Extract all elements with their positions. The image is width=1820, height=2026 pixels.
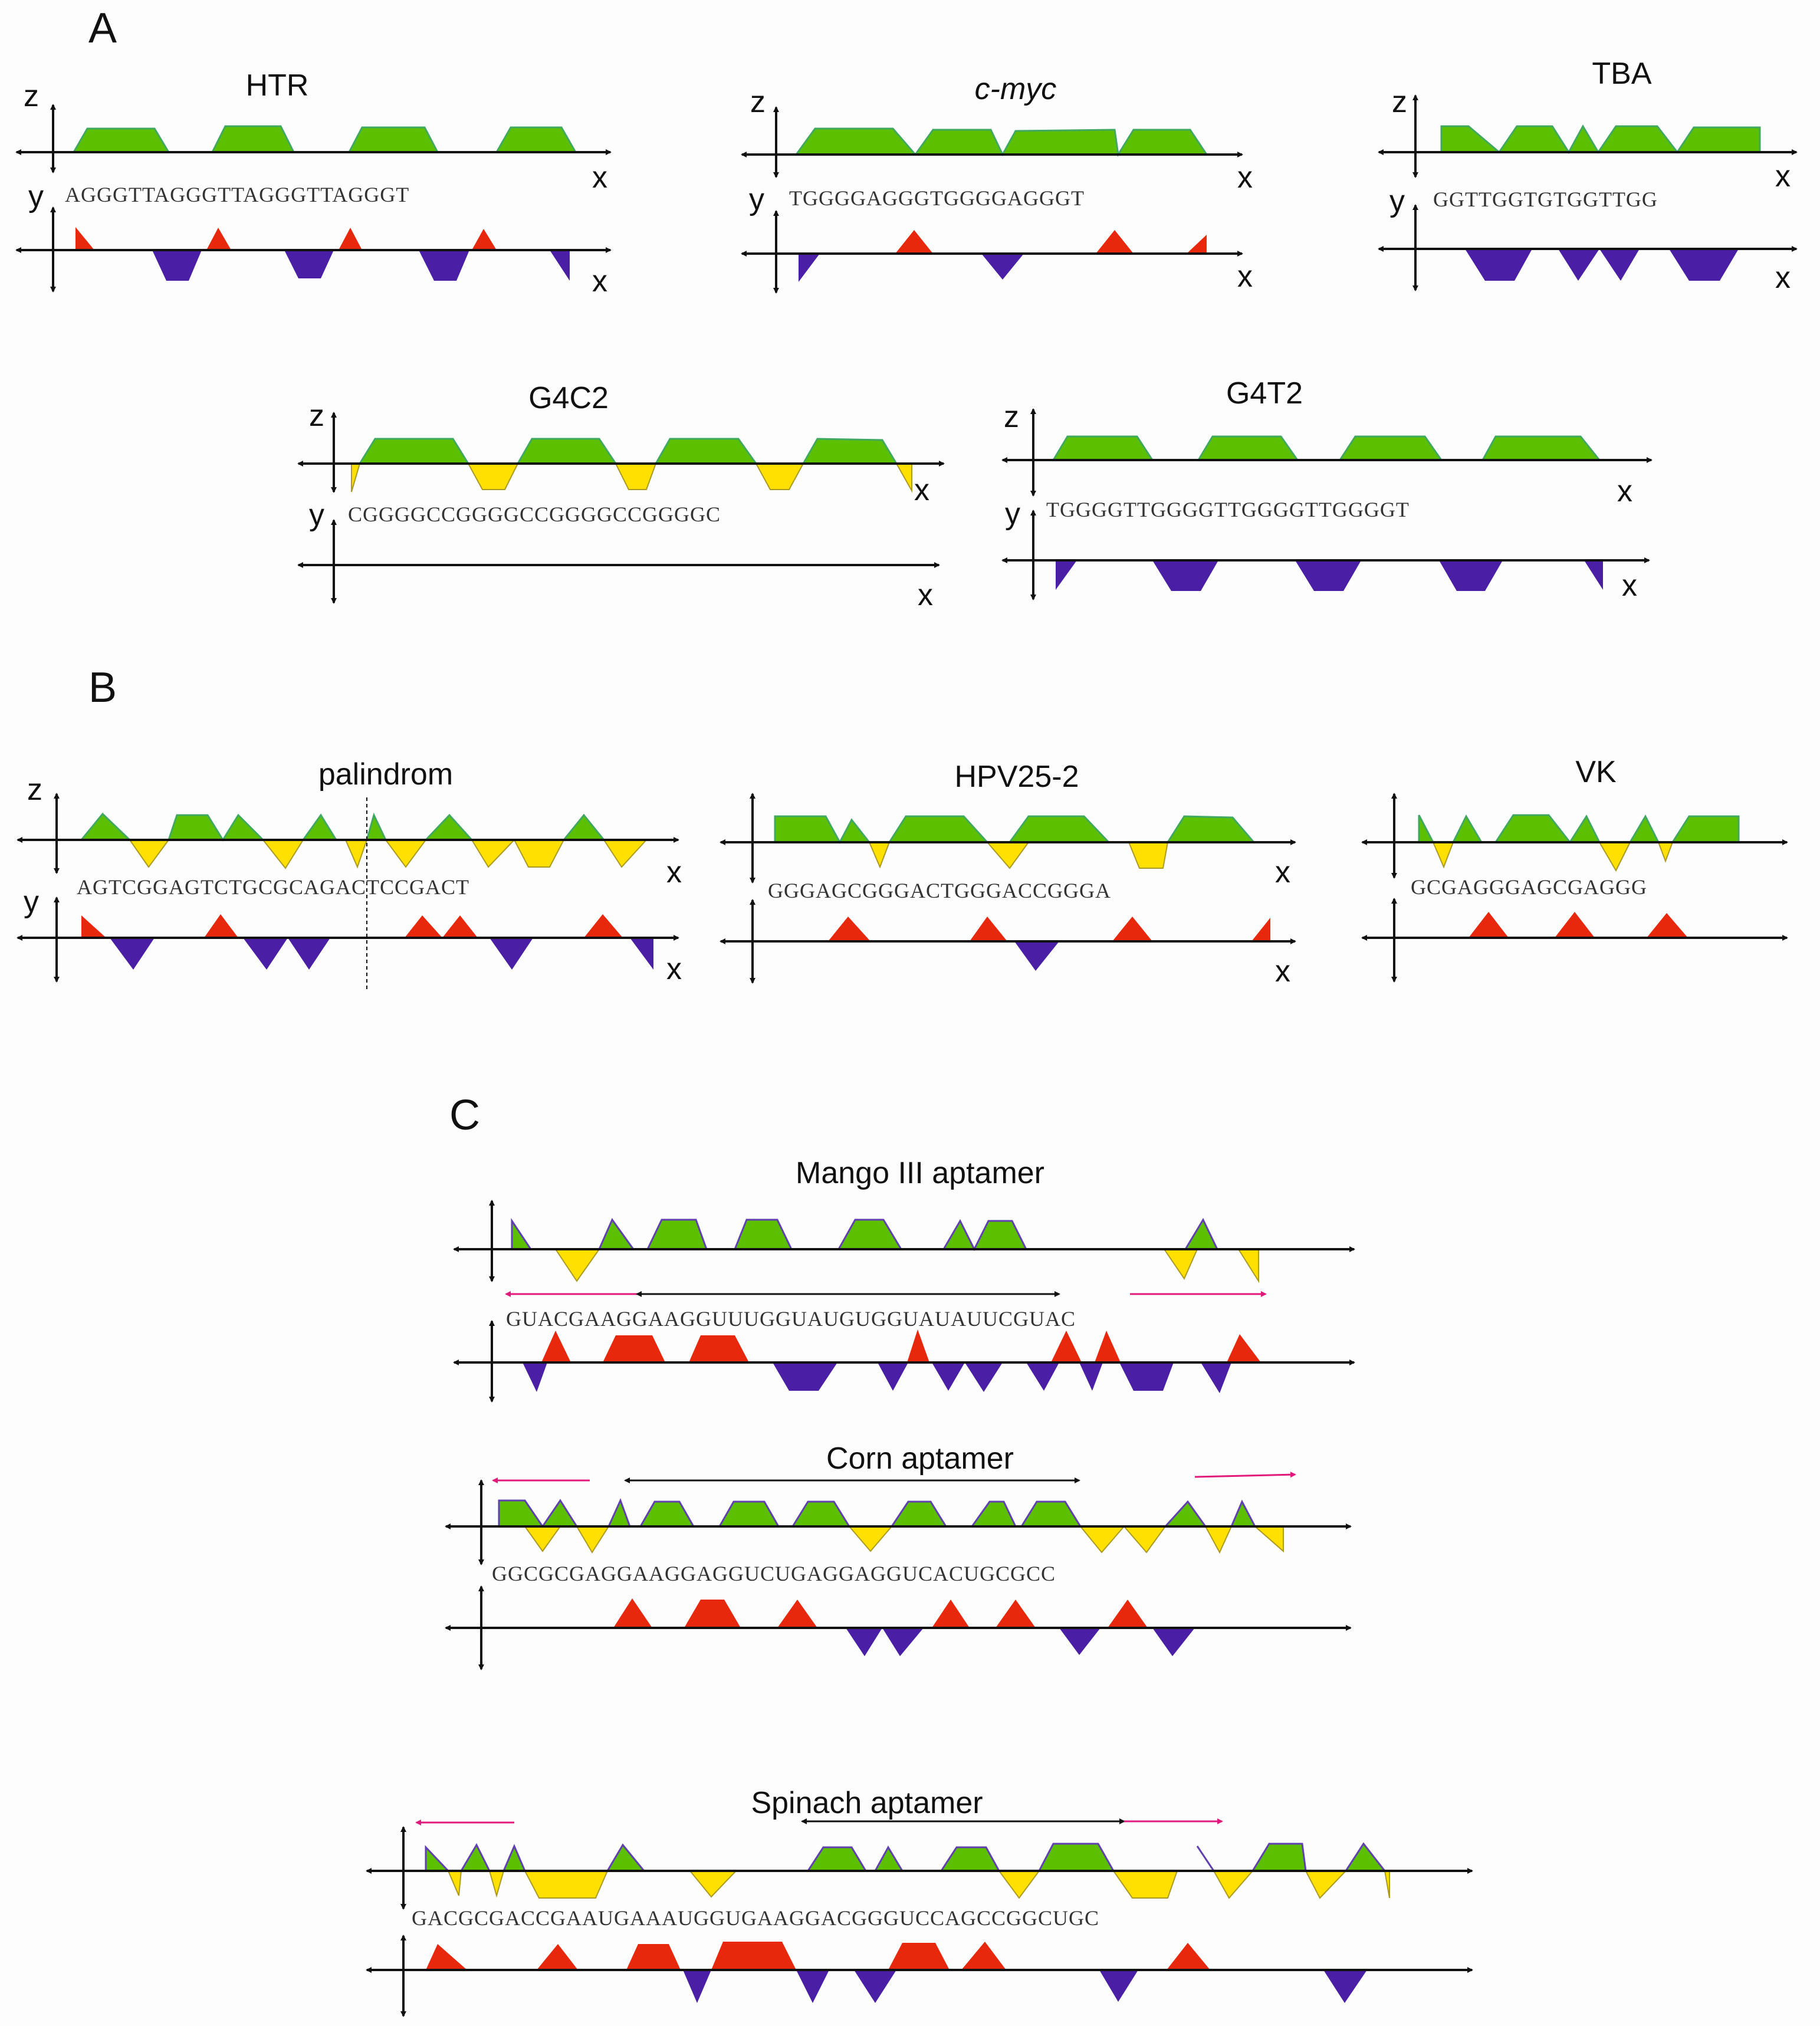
x-label-top: x [914, 473, 929, 507]
panel-title: HPV25-2 [955, 760, 1079, 794]
sequence: TGGGGTTGGGGTTGGGGTTGGGGT [1046, 498, 1410, 521]
y-profile-top [895, 230, 1207, 254]
panel-mango-iii-aptamer: Mango III aptamer GUACGAAGGAAGGUUUGGUAUG… [453, 1156, 1355, 1403]
x-label-bottom: x [1622, 569, 1637, 603]
sequence: GCGAGGGAGCGAGGG [1411, 875, 1647, 899]
sequence: TGGGGAGGGTGGGGAGGGT [789, 186, 1085, 210]
range-arrow-right [1194, 1472, 1296, 1478]
z-profile [425, 1842, 1387, 1872]
z-profile-yellow [868, 842, 1169, 869]
panel-title: c-myc [975, 72, 1057, 106]
y-profile-bottom [110, 938, 653, 970]
z-profile [794, 127, 1208, 157]
panel-g4t2: G4T2 TGGGGTTGGGGTTGGGGTTGGGGT z y x x [1001, 376, 1653, 603]
y-profile-bottom [846, 1628, 1195, 1656]
y-label: y [28, 179, 44, 214]
y-profile-top [75, 227, 497, 250]
panel-title: palindrom [318, 757, 453, 792]
z-profile [774, 815, 1256, 845]
panel-title: Spinach aptamer [751, 1786, 983, 1820]
z-profile [79, 812, 606, 842]
panel-title: G4C2 [528, 381, 609, 415]
z-label: z [1004, 400, 1019, 434]
z-profile-yellow [1432, 842, 1674, 872]
x-label-bottom: x [666, 952, 682, 986]
y-profile-bottom [799, 254, 1024, 282]
sequence: AGTCGGAGTCTGCGCAGACTCCGACT [77, 875, 469, 899]
sequence: CGGGGCCGGGGCCGGGGCCGGGGC [348, 503, 721, 526]
x-label-bottom: x [918, 578, 933, 612]
sequence: GGGAGCGGGACTGGGACCGGGA [768, 879, 1111, 902]
sequence: GGTTGGTGTGGTTGG [1433, 188, 1658, 211]
panel-htr: HTR AGGGTTAGGGTTAGGGTTAGGGT z y x x [15, 68, 612, 298]
section-label-b: B [88, 664, 117, 711]
panel-spinach-aptamer: Spinach aptamer GACGCGACCGAAUGAAAUGGUGAA… [366, 1786, 1473, 2017]
x-label-top: x [1275, 855, 1290, 889]
z-profile-yellow [554, 1249, 1259, 1283]
panel-hpv25-2: HPV25-2 GGGAGCGGGACTGGGACCGGGA x x [720, 760, 1296, 989]
y-label: y [749, 182, 764, 216]
z-label: z [27, 773, 42, 807]
panel-tba: TBA GGTTGGTGTGGTTGG z y x x [1378, 57, 1798, 295]
y-profile-bottom [1465, 249, 1739, 281]
y-profile-top [426, 1942, 1210, 1970]
z-label: z [24, 79, 39, 113]
section-label-c: C [449, 1092, 480, 1139]
z-profile [1052, 435, 1602, 461]
panel-title: Corn aptamer [826, 1441, 1014, 1476]
panel-palindrom: palindrom AGTCGGAGTCTGCGCAGACTCCGACT z y… [17, 757, 682, 991]
sequence: GUACGAAGGAAGGUUUGGUAUGUGGUAUAUUCGUAC [506, 1307, 1076, 1331]
y-profile-bottom [683, 1970, 1367, 2003]
panel-title: VK [1575, 755, 1617, 789]
x-label-bottom: x [1275, 954, 1290, 989]
y-label: y [24, 885, 39, 919]
x-label-bottom: x [1775, 261, 1791, 295]
panel-g4c2: G4C2 CGGGGCCGGGGCCGGGGCCGGGGC z y x x [297, 381, 945, 612]
z-profile-yellow [351, 463, 912, 493]
y-profile-bottom [523, 1362, 1231, 1393]
z-profile [511, 1217, 1219, 1252]
y-profile-top [81, 914, 623, 938]
y-profile-top [613, 1598, 1148, 1628]
x-label-top: x [1617, 474, 1632, 508]
z-profile [1418, 814, 1740, 844]
panel-title: TBA [1592, 57, 1651, 91]
y-label: y [1389, 184, 1405, 218]
x-label-top: x [666, 855, 682, 889]
panel-title: HTR [246, 68, 309, 103]
y-profile-bottom [1056, 560, 1603, 591]
y-profile-bottom [152, 250, 570, 281]
z-profile-yellow [524, 1525, 1284, 1554]
z-profile [498, 1498, 1257, 1528]
x-label-top: x [592, 160, 607, 195]
y-profile-top [541, 1329, 1261, 1362]
y-profile-top [828, 917, 1270, 941]
panel-vk: VK GCGAGGGAGCGAGGG [1361, 755, 1788, 983]
x-label-top: x [1237, 160, 1253, 195]
panel-corn-aptamer: Corn aptamer GGCGCGAGGAAGGAGGUCUGAGGAGGU… [445, 1441, 1352, 1670]
sequence: GGCGCGAGGAAGGAGGUCUGAGGAGGUCACUGCGCC [492, 1562, 1056, 1585]
panel-cmyc: c-myc TGGGGAGGGTGGGGAGGGT z y x x [741, 72, 1253, 294]
z-profile [72, 125, 577, 153]
x-label-top: x [1775, 159, 1791, 193]
x-label-bottom: x [592, 264, 607, 298]
z-label: z [750, 85, 766, 119]
x-label-bottom: x [1237, 260, 1253, 294]
y-profile-bottom [1014, 941, 1059, 971]
section-label-a: A [88, 5, 117, 52]
z-label: z [1392, 85, 1407, 119]
z-profile [1440, 124, 1761, 154]
panel-title: G4T2 [1226, 376, 1303, 411]
y-label: y [309, 498, 324, 532]
z-profile-yellow [129, 839, 648, 869]
z-profile-yellow [447, 1870, 1390, 1899]
sequence: GACGCGACCGAAUGAAAUGGUGAAGGACGGGUCCAGCCGG… [412, 1906, 1099, 1930]
panel-title: Mango III aptamer [796, 1156, 1044, 1190]
y-profile-top [1469, 912, 1688, 938]
y-label: y [1005, 497, 1020, 531]
z-label: z [309, 399, 324, 433]
z-profile [358, 438, 898, 465]
sequence: AGGGTTAGGGTTAGGGTTAGGGT [65, 183, 409, 206]
